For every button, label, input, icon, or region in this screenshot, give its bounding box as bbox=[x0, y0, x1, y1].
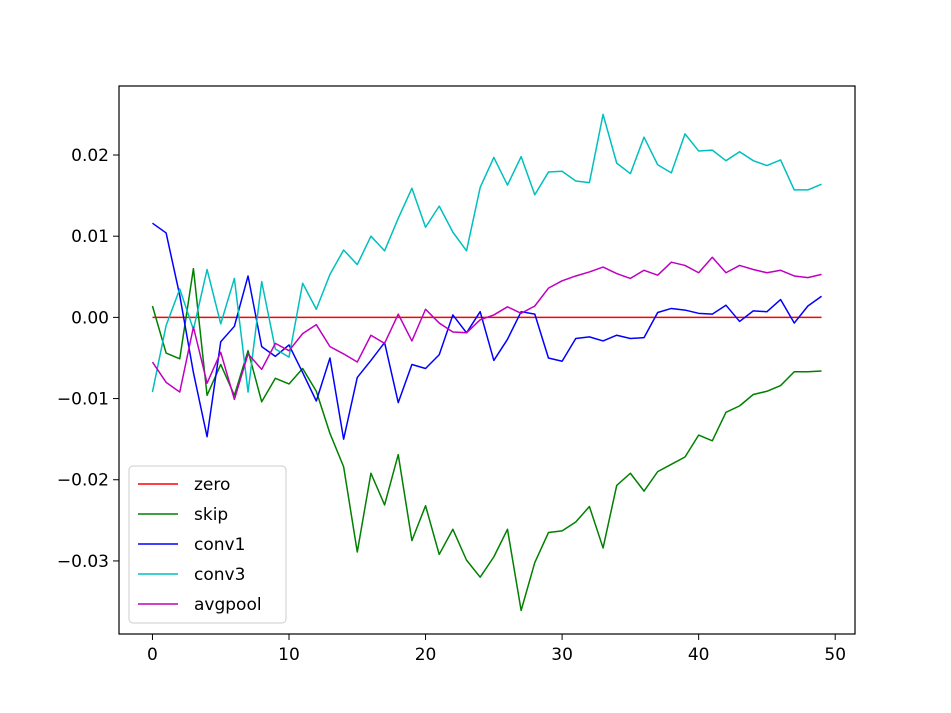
x-tick-label: 40 bbox=[688, 645, 710, 665]
x-tick-label: 0 bbox=[147, 645, 158, 665]
x-axis: 0 10 20 30 40 50 bbox=[147, 634, 846, 665]
legend-label-conv3: conv3 bbox=[194, 565, 245, 585]
x-tick-label: 10 bbox=[278, 645, 300, 665]
series-line-avgpool bbox=[151, 256, 822, 401]
legend-label-conv1: conv1 bbox=[194, 535, 245, 555]
x-tick-label: 20 bbox=[415, 645, 437, 665]
y-tick-label: −0.01 bbox=[57, 390, 109, 410]
y-tick-label: −0.02 bbox=[57, 471, 109, 491]
legend-label-skip: skip bbox=[194, 505, 228, 525]
series-line-skip bbox=[151, 267, 822, 612]
x-tick-label: 30 bbox=[551, 645, 573, 665]
legend: zero skip conv1 conv3 avgpool bbox=[128, 465, 287, 624]
axes-frame bbox=[118, 85, 856, 635]
series-line-conv1 bbox=[152, 222, 822, 440]
legend-box bbox=[128, 465, 287, 624]
series-layer bbox=[151, 113, 822, 612]
x-tick-label: 50 bbox=[824, 645, 846, 665]
y-tick-label: 0.01 bbox=[71, 227, 109, 247]
legend-label-avgpool: avgpool bbox=[194, 595, 262, 615]
y-axis: 0.02 0.01 0.00 −0.01 −0.02 −0.03 bbox=[57, 146, 119, 572]
series-line-conv3 bbox=[151, 113, 822, 393]
y-tick-label: −0.03 bbox=[57, 552, 109, 572]
y-tick-label: 0.00 bbox=[71, 308, 109, 328]
y-tick-label: 0.02 bbox=[71, 146, 109, 166]
legend-label-zero: zero bbox=[194, 475, 230, 495]
